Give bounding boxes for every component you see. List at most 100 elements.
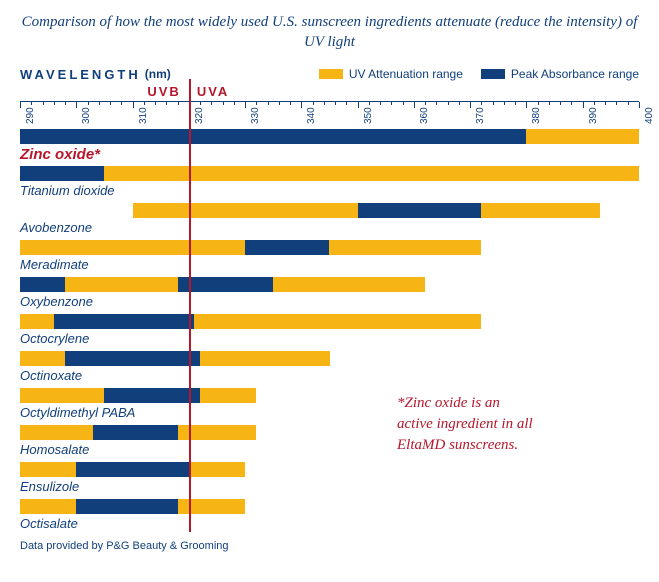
- tick-minor: [178, 102, 179, 105]
- tick-minor: [403, 102, 404, 105]
- chart-title: Comparison of how the most widely used U…: [20, 12, 639, 53]
- tick-minor: [391, 102, 392, 105]
- ingredient-label: Meradimate: [20, 257, 89, 272]
- swatch-peak: [481, 69, 505, 79]
- peak-bar: [358, 203, 482, 218]
- tick-minor: [481, 102, 482, 105]
- uvb-label: UVB: [20, 84, 189, 99]
- tick-label: 330: [250, 107, 261, 124]
- footnote-line2: active ingredient in all: [397, 414, 533, 435]
- tick-minor: [256, 102, 257, 105]
- tick-minor: [628, 102, 629, 105]
- peak-bar: [20, 166, 104, 181]
- tick-label: 350: [363, 107, 374, 124]
- peak-bar: [104, 388, 200, 403]
- tick-minor: [380, 102, 381, 105]
- ingredient-label: Octyldimethyl PABA: [20, 405, 135, 420]
- tick-minor: [268, 102, 269, 105]
- tick-major: 340: [301, 102, 302, 108]
- ingredient-row: Ensulizole: [20, 462, 639, 499]
- tick-minor: [549, 102, 550, 105]
- tick-minor: [313, 102, 314, 105]
- tick-minor: [448, 102, 449, 105]
- bar-track: [20, 462, 639, 477]
- bar-track: [20, 351, 639, 366]
- footnote-line3: EltaMD sunscreens.: [397, 435, 533, 456]
- tick-minor: [515, 102, 516, 105]
- ingredient-row: Octocrylene: [20, 314, 639, 351]
- tick-minor: [234, 102, 235, 105]
- peak-bar: [76, 499, 177, 514]
- tick-minor: [436, 102, 437, 105]
- bar-track: [20, 425, 639, 440]
- tick-label: 400: [644, 107, 655, 124]
- ingredient-row: Oxybenzone: [20, 277, 639, 314]
- tick-minor: [571, 102, 572, 105]
- tick-minor: [616, 102, 617, 105]
- bar-track: [20, 240, 639, 255]
- tick-label: 360: [419, 107, 430, 124]
- tick-minor: [493, 102, 494, 105]
- legend-attenuation-label: UV Attenuation range: [349, 67, 463, 81]
- x-axis: 290300310320330340350360370380390400: [20, 101, 639, 119]
- tick-major: 290: [20, 102, 21, 108]
- legend: UV Attenuation range Peak Absorbance ran…: [319, 67, 639, 81]
- tick-minor: [290, 102, 291, 105]
- tick-label: 310: [138, 107, 149, 124]
- legend-row: WAVELENGTH (nm) UV Attenuation range Pea…: [20, 67, 639, 82]
- tick-minor: [155, 102, 156, 105]
- tick-label: 340: [306, 107, 317, 124]
- chart-area: 290300310320330340350360370380390400 Zin…: [20, 101, 639, 536]
- peak-bar: [76, 462, 189, 477]
- bar-track: [20, 129, 639, 144]
- peak-bar: [54, 314, 195, 329]
- tick-major: 400: [639, 102, 640, 108]
- wavelength-unit: (nm): [145, 67, 171, 81]
- ingredient-row: Meradimate: [20, 240, 639, 277]
- tick-label: 320: [194, 107, 205, 124]
- tick-minor: [144, 102, 145, 105]
- wavelength-label: WAVELENGTH: [20, 67, 141, 82]
- ingredient-label: Oxybenzone: [20, 294, 93, 309]
- tick-minor: [425, 102, 426, 105]
- tick-minor: [65, 102, 66, 105]
- footnote-line1: *Zinc oxide is an: [397, 393, 533, 414]
- tick-minor: [223, 102, 224, 105]
- swatch-attenuation: [319, 69, 343, 79]
- bar-track: [20, 499, 639, 514]
- legend-peak-label: Peak Absorbance range: [511, 67, 639, 81]
- tick-minor: [504, 102, 505, 105]
- tick-minor: [200, 102, 201, 105]
- tick-minor: [99, 102, 100, 105]
- tick-minor: [166, 102, 167, 105]
- tick-minor: [279, 102, 280, 105]
- peak-bar: [20, 129, 526, 144]
- tick-label: 380: [531, 107, 542, 124]
- tick-minor: [324, 102, 325, 105]
- tick-label: 390: [588, 107, 599, 124]
- bars-container: Zinc oxide*Titanium dioxideAvobenzoneMer…: [20, 129, 639, 536]
- tick-minor: [369, 102, 370, 105]
- tick-major: 300: [76, 102, 77, 108]
- tick-minor: [459, 102, 460, 105]
- ingredient-label: Homosalate: [20, 442, 89, 457]
- tick-minor: [43, 102, 44, 105]
- tick-minor: [110, 102, 111, 105]
- uva-label: UVA: [189, 84, 229, 99]
- peak-bar: [65, 351, 200, 366]
- ingredient-row: Avobenzone: [20, 203, 639, 240]
- ingredient-label: Octisalate: [20, 516, 78, 531]
- tick-minor: [594, 102, 595, 105]
- ingredient-label: Ensulizole: [20, 479, 79, 494]
- tick-major: 310: [133, 102, 134, 108]
- tick-label: 290: [25, 107, 36, 124]
- bar-track: [20, 203, 639, 218]
- peak-bar: [245, 240, 329, 255]
- tick-label: 300: [81, 107, 92, 124]
- tick-minor: [335, 102, 336, 105]
- data-source: Data provided by P&G Beauty & Grooming: [20, 540, 639, 552]
- ingredient-label: Avobenzone: [20, 220, 92, 235]
- tick-minor: [560, 102, 561, 105]
- tick-minor: [538, 102, 539, 105]
- peak-bar: [20, 277, 65, 292]
